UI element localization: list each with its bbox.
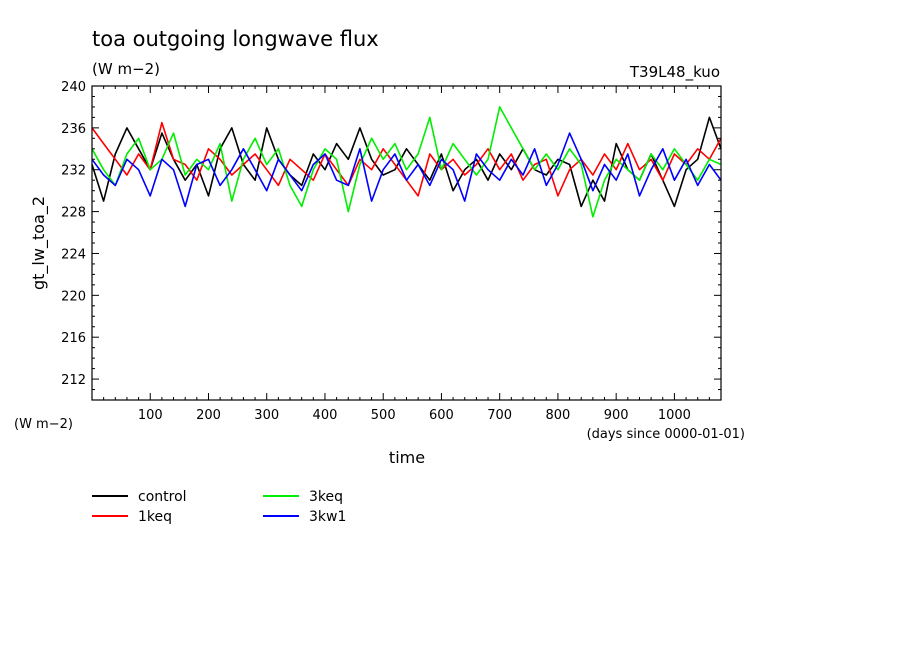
axes-layer: 100 200 300 400 500 600 700 800 900 1000 212 216 220…	[61, 80, 721, 423]
y-axis-label: gt_lw_toa_2	[29, 196, 49, 290]
y-tick-label: 212	[61, 373, 86, 388]
x-tick-label: 100	[138, 408, 163, 423]
x-tick-label: 800	[546, 408, 571, 423]
series-layer	[91, 106, 722, 218]
chart-title-units: (W m−2)	[92, 60, 160, 78]
x-axis-label: time	[389, 448, 425, 467]
series-line-3kw1	[91, 132, 722, 208]
y-tick-label: 240	[61, 80, 86, 95]
legend: control 1keq 3keq 3kw1	[92, 489, 346, 525]
x-tick-label: 300	[254, 408, 279, 423]
x-tick-label: 500	[371, 408, 396, 423]
y-tick-label: 232	[61, 164, 86, 179]
x-tick-label: 1000	[658, 408, 691, 423]
legend-label-3kw1: 3kw1	[309, 509, 346, 525]
y-tick-label: 220	[61, 289, 86, 304]
legend-label-3keq: 3keq	[309, 489, 343, 505]
series-line-3keq	[91, 106, 722, 218]
legend-label-1keq: 1keq	[138, 509, 172, 525]
x-axis-units: (days since 0000-01-01)	[587, 427, 745, 442]
chart-title: toa outgoing longwave flux	[92, 27, 379, 51]
series-line-control	[91, 116, 722, 208]
run-label: T39L48_kuo	[629, 63, 720, 82]
series-line-1keq	[91, 121, 722, 197]
y-tick-label: 224	[61, 247, 86, 262]
y-axis-units: (W m−2)	[14, 417, 73, 432]
y-tick-label: 216	[61, 331, 86, 346]
x-tick-label: 200	[196, 408, 221, 423]
legend-label-control: control	[138, 489, 187, 505]
y-tick-label: 228	[61, 206, 86, 221]
x-tick-label: 400	[313, 408, 338, 423]
y-tick-label: 236	[61, 122, 86, 137]
x-tick-label: 700	[487, 408, 512, 423]
x-tick-label: 600	[429, 408, 454, 423]
plot-frame	[91, 85, 722, 401]
x-tick-label: 900	[604, 408, 629, 423]
